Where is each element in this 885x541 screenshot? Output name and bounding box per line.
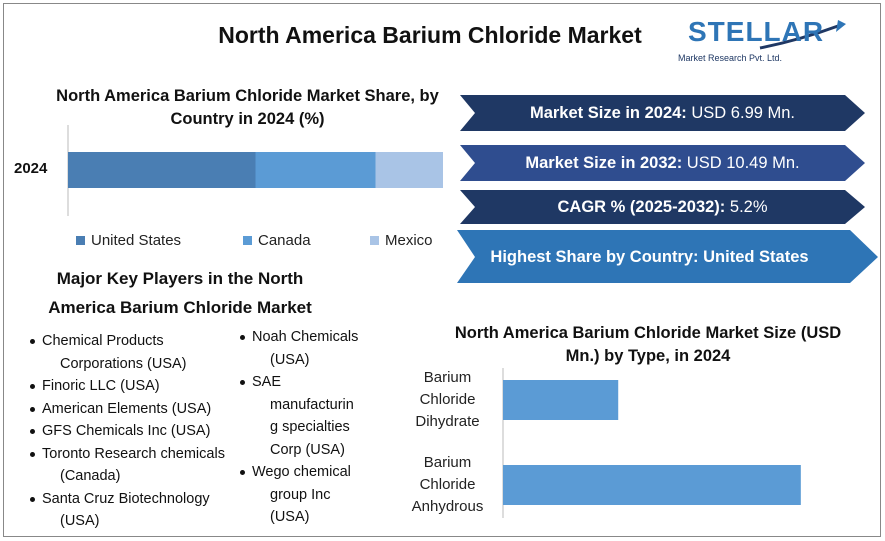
bullet: [30, 339, 35, 344]
player-item: GFS Chemicals Inc (USA): [30, 420, 228, 443]
bar-segment: [255, 152, 376, 188]
bullet: [30, 496, 35, 502]
player-item: Toronto Research chemicals (Canada): [30, 443, 228, 488]
legend-label: United States: [91, 232, 182, 249]
banner: [460, 190, 865, 224]
bullet: [30, 384, 35, 389]
stat: Market Size in 2024: USD 6.99 Mn.: [475, 103, 850, 123]
player-item: Santa Cruz Biotechnology (USA): [30, 488, 228, 533]
legend-swatch: [76, 236, 85, 245]
logo-tagline: Market Research Pvt. Ltd.: [678, 53, 783, 63]
banner: [460, 95, 865, 131]
players-title: Major Key Players in the North America B…: [48, 269, 312, 317]
bullet: [240, 380, 245, 385]
stat-value: 5.2%: [729, 198, 768, 216]
bullet: [240, 470, 245, 475]
stat: Market Size in 2032: USD 10.49 Mn.: [475, 153, 850, 173]
bullet: [30, 406, 35, 412]
page-title: North America Barium Chloride Market: [218, 22, 642, 48]
stat-value: United States: [703, 248, 809, 266]
stat-value: USD 10.49 Mn.: [686, 154, 800, 172]
bar-segment: [375, 152, 443, 188]
chart-title: North America Barium Chloride Market Siz…: [454, 324, 842, 365]
legend-label: Canada: [258, 232, 311, 249]
player-item: American Elements (USA): [30, 398, 228, 421]
bullet: [30, 429, 35, 434]
frame: [3, 3, 881, 537]
bullet: [30, 451, 35, 457]
stat-value: USD 6.99 Mn.: [691, 104, 796, 122]
logo-arrow: [836, 20, 846, 32]
logo-name: STELLAR: [688, 16, 825, 47]
category-label: Barium Chloride Anhydrous: [411, 454, 484, 515]
player-item: SAE manufacturing specialties Corp (USA): [240, 371, 360, 461]
legend-swatch: [370, 236, 379, 245]
stat-label: Market Size in 2032:: [525, 154, 683, 172]
player-item: Wego chemical group Inc (USA): [240, 461, 360, 529]
category-label: 2024: [14, 160, 48, 177]
chart-title: North America Barium Chloride Market Sha…: [56, 87, 439, 128]
banner: [457, 230, 878, 283]
players-column: Noah Chemicals (USA) SAE manufacturing sp…: [240, 326, 360, 529]
legend-label: Mexico: [385, 232, 433, 249]
stat-label: Market Size in 2024:: [529, 104, 687, 122]
banner: [460, 145, 865, 181]
player-item: Noah Chemicals (USA): [240, 326, 360, 371]
bar-segment: [68, 152, 256, 188]
bar: [503, 465, 801, 505]
players-column: Chemical Products Corporations (USA) Fino…: [30, 330, 228, 533]
legend-swatch: [243, 236, 252, 245]
stat: CAGR % (2025-2032): 5.2%: [475, 197, 850, 217]
stat-label: Highest Share by Country:: [490, 248, 699, 266]
stat-label: CAGR % (2025-2032):: [557, 198, 726, 216]
logo-swoosh: [759, 24, 839, 50]
bar: [503, 380, 619, 420]
stat: Highest Share by Country: United States: [462, 247, 837, 267]
player-item: Finoric LLC (USA): [30, 375, 228, 398]
bullet: [240, 335, 245, 340]
category-label: Barium Chloride Dihydrate: [415, 369, 480, 430]
player-item: Chemical Products Corporations (USA): [30, 330, 228, 375]
